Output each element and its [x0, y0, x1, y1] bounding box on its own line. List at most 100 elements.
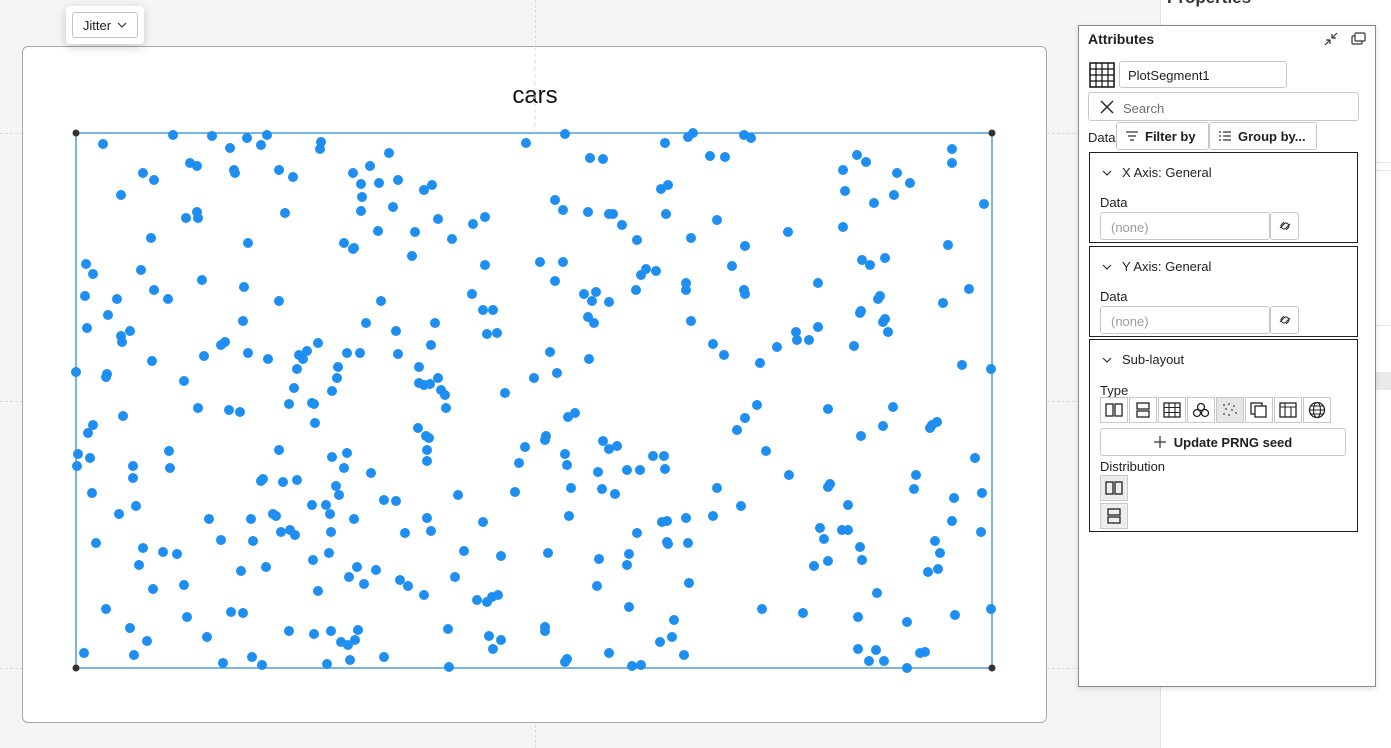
scatter-point[interactable] — [168, 130, 178, 140]
scatter-point[interactable] — [641, 264, 651, 274]
scatter-point[interactable] — [172, 549, 182, 559]
scatter-point[interactable] — [529, 373, 539, 383]
scatter-point[interactable] — [482, 329, 492, 339]
scatter-point[interactable] — [101, 604, 111, 614]
scatter-point[interactable] — [627, 661, 637, 671]
scatter-point[interactable] — [679, 650, 689, 660]
scatter-point[interactable] — [892, 168, 902, 178]
scatter-point[interactable] — [564, 511, 574, 521]
scatter-point[interactable] — [310, 418, 320, 428]
scatter-point[interactable] — [284, 399, 294, 409]
scatter-point[interactable] — [563, 412, 573, 422]
scatter-point[interactable] — [350, 635, 360, 645]
y-axis-bind-button[interactable] — [1270, 306, 1299, 334]
scatter-point[interactable] — [708, 339, 718, 349]
scatter-point[interactable] — [322, 659, 332, 669]
scatter-point[interactable] — [660, 464, 670, 474]
scatter-point[interactable] — [712, 215, 722, 225]
scatter-point[interactable] — [71, 367, 81, 377]
scatter-point[interactable] — [116, 190, 126, 200]
scatter-point[interactable] — [587, 296, 597, 306]
scatter-point[interactable] — [883, 327, 893, 337]
scatter-point[interactable] — [98, 139, 108, 149]
scatter-point[interactable] — [453, 490, 463, 500]
scatter-point[interactable] — [535, 257, 545, 267]
scatter-point[interactable] — [684, 578, 694, 588]
scatter-point[interactable] — [784, 470, 794, 480]
scatter-point[interactable] — [83, 428, 93, 438]
distribution-vertical-button[interactable] — [1100, 503, 1128, 529]
scatter-point[interactable] — [853, 612, 863, 622]
scatter-point[interactable] — [746, 133, 756, 143]
scatter-point[interactable] — [309, 629, 319, 639]
scatter-point[interactable] — [271, 511, 281, 521]
scatter-point[interactable] — [379, 495, 389, 505]
scatter-point[interactable] — [950, 610, 960, 620]
scatter-point[interactable] — [129, 650, 139, 660]
scatter-point[interactable] — [248, 536, 258, 546]
scatter-point[interactable] — [880, 253, 890, 263]
scatter-point[interactable] — [856, 306, 866, 316]
scatter-point[interactable] — [562, 460, 572, 470]
scatter-point[interactable] — [727, 261, 737, 271]
scatter-point[interactable] — [840, 186, 850, 196]
scatter-point[interactable] — [933, 564, 943, 574]
scatter-point[interactable] — [419, 590, 429, 600]
scatter-point[interactable] — [661, 209, 671, 219]
scatter-point[interactable] — [149, 285, 159, 295]
scatter-point[interactable] — [216, 535, 226, 545]
scatter-point[interactable] — [540, 626, 550, 636]
scatter-point[interactable] — [207, 131, 217, 141]
scatter-point[interactable] — [284, 626, 294, 636]
x-axis-data-field[interactable]: (none) — [1100, 212, 1270, 240]
scatter-point[interactable] — [813, 278, 823, 288]
scatter-point[interactable] — [635, 465, 645, 475]
scatter-point[interactable] — [361, 318, 371, 328]
scatter-point[interactable] — [792, 335, 802, 345]
scatter-point[interactable] — [326, 626, 336, 636]
scatter-point[interactable] — [610, 489, 620, 499]
scatter-point[interactable] — [902, 663, 912, 673]
scatter-point[interactable] — [604, 444, 614, 454]
scatter-point[interactable] — [604, 648, 614, 658]
scatter-point[interactable] — [422, 456, 432, 466]
scatter-point[interactable] — [480, 260, 490, 270]
scatter-point[interactable] — [292, 475, 302, 485]
scatter-point[interactable] — [740, 413, 750, 423]
scatter-point[interactable] — [278, 477, 288, 487]
scatter-point[interactable] — [422, 445, 432, 455]
scatter-point[interactable] — [905, 178, 915, 188]
scatter-point[interactable] — [136, 265, 146, 275]
scatter-point[interactable] — [138, 543, 148, 553]
scatter-point[interactable] — [114, 509, 124, 519]
scatter-point[interactable] — [128, 473, 138, 483]
scatter-point[interactable] — [657, 517, 667, 527]
scatter-chart[interactable]: cars — [0, 0, 1160, 748]
scatter-point[interactable] — [326, 527, 336, 537]
scatter-point[interactable] — [550, 276, 560, 286]
scatter-point[interactable] — [663, 180, 673, 190]
scatter-point[interactable] — [938, 298, 948, 308]
scatter-point[interactable] — [585, 153, 595, 163]
scatter-point[interactable] — [179, 376, 189, 386]
x-axis-header[interactable]: X Axis: General — [1102, 165, 1212, 180]
scatter-point[interactable] — [667, 632, 677, 642]
scatter-point[interactable] — [947, 516, 957, 526]
scatter-point[interactable] — [622, 560, 632, 570]
scatter-point[interactable] — [949, 493, 959, 503]
scatter-point[interactable] — [230, 168, 240, 178]
scatter-point[interactable] — [274, 445, 284, 455]
scatter-point[interactable] — [947, 144, 957, 154]
scatter-point[interactable] — [655, 637, 665, 647]
scatter-point[interactable] — [823, 404, 833, 414]
scatter-point[interactable] — [117, 337, 127, 347]
scatter-point[interactable] — [333, 362, 343, 372]
scatter-point[interactable] — [365, 161, 375, 171]
scatter-point[interactable] — [543, 548, 553, 558]
scatter-point[interactable] — [192, 161, 202, 171]
scatter-point[interactable] — [809, 561, 819, 571]
scatter-point[interactable] — [872, 588, 882, 598]
scatter-point[interactable] — [238, 608, 248, 618]
scatter-point[interactable] — [344, 572, 354, 582]
scatter-point[interactable] — [342, 348, 352, 358]
